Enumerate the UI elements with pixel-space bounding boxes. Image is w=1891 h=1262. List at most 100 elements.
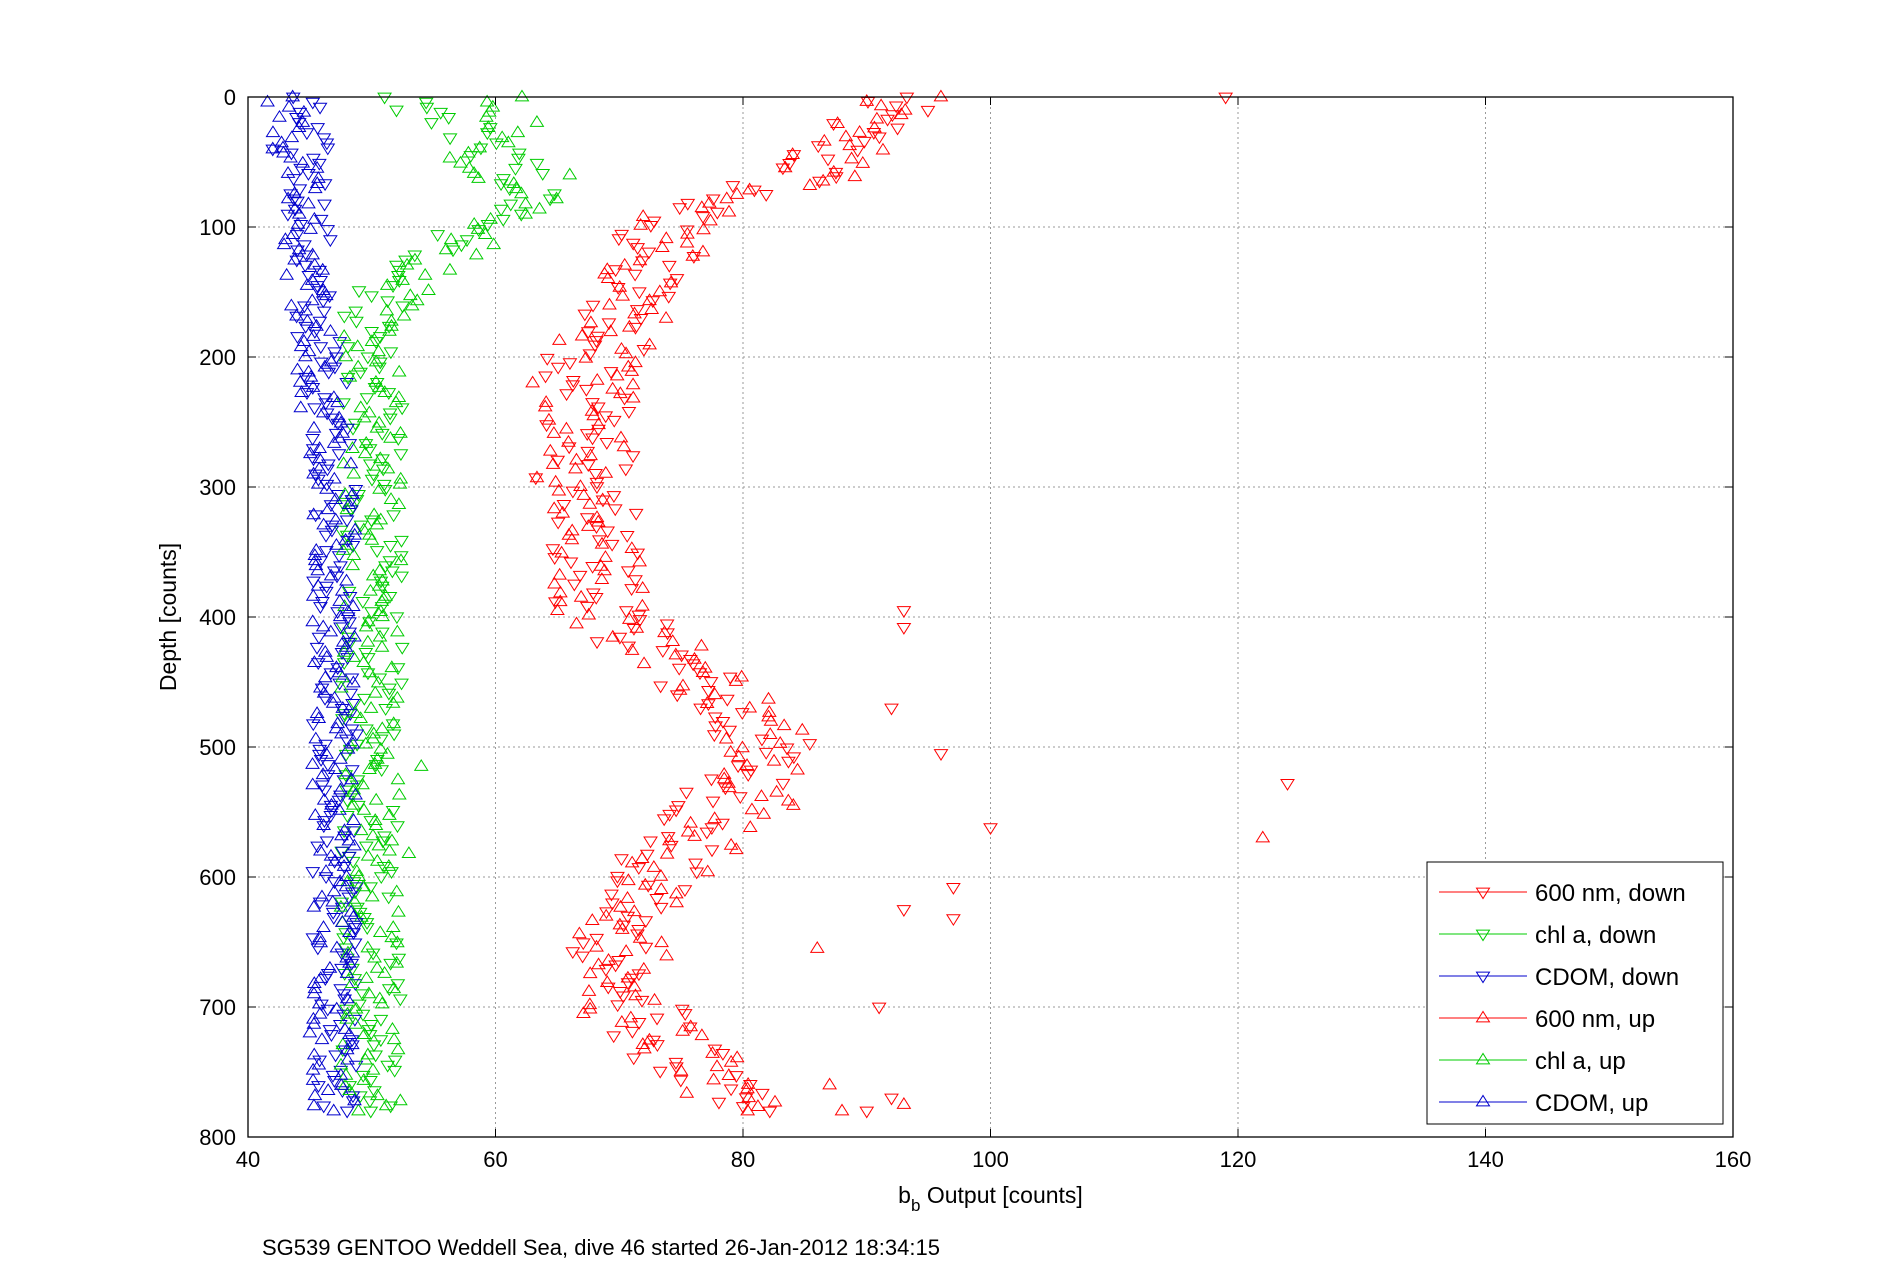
data-point (624, 364, 640, 376)
data-point (673, 1063, 689, 1076)
data-point (486, 237, 502, 250)
data-point (856, 136, 872, 149)
data-point (338, 879, 354, 892)
data-point (668, 886, 684, 899)
data-point (535, 169, 551, 181)
data-point (756, 806, 772, 819)
data-point (631, 287, 647, 300)
data-point (598, 465, 614, 478)
data-point (568, 461, 583, 474)
data-point (598, 964, 614, 977)
data-point (514, 89, 530, 102)
data-point (612, 386, 628, 399)
data-point (338, 532, 353, 545)
data-point (289, 311, 305, 324)
data-point (584, 403, 600, 416)
data-point (346, 813, 361, 825)
data-point (561, 434, 576, 447)
data-point (551, 483, 567, 496)
data-point (649, 894, 665, 906)
data-point (573, 479, 588, 492)
data-point (347, 1093, 362, 1106)
data-point (728, 842, 744, 855)
data-point (341, 851, 357, 864)
data-point (361, 405, 377, 418)
data-point (383, 958, 399, 971)
data-point (407, 252, 423, 265)
data-point (554, 545, 570, 558)
data-point (390, 821, 405, 834)
data-point (559, 389, 574, 402)
data-point (598, 550, 613, 562)
data-point (377, 92, 392, 105)
data-point (358, 436, 374, 448)
data-point (336, 398, 351, 411)
data-point (637, 877, 653, 890)
data-point (614, 1014, 630, 1027)
y-tick-label: 200 (199, 345, 236, 370)
data-point (330, 607, 346, 620)
data-point (345, 945, 361, 958)
data-point (625, 451, 641, 464)
data-point (769, 784, 785, 797)
data-point (373, 872, 389, 885)
data-point (665, 634, 681, 647)
data-point (442, 262, 458, 275)
data-point (291, 120, 307, 132)
data-point (360, 1047, 376, 1060)
data-point (636, 1041, 652, 1054)
data-point (762, 727, 778, 740)
data-point (790, 762, 805, 775)
data-point (580, 519, 596, 531)
data-point (766, 753, 782, 766)
data-point (590, 514, 606, 527)
data-point (325, 695, 341, 708)
data-point (294, 385, 309, 397)
data-point (885, 110, 900, 123)
data-point (628, 508, 644, 521)
data-point (816, 133, 832, 146)
data-point (313, 971, 329, 983)
data-point (421, 283, 436, 296)
data-point (658, 310, 674, 323)
data-point (632, 253, 648, 266)
data-point (358, 1052, 373, 1065)
data-point (363, 1076, 378, 1088)
data-point (365, 1062, 381, 1075)
data-point (355, 597, 371, 609)
data-point (316, 920, 331, 932)
data-point (360, 614, 376, 627)
data-point (328, 721, 344, 734)
data-point (594, 536, 610, 549)
data-point (711, 1097, 727, 1110)
data-point (347, 629, 362, 642)
data-point (401, 846, 417, 858)
data-point (589, 482, 605, 495)
data-point (364, 474, 380, 487)
data-point (612, 279, 628, 292)
data-point (317, 359, 333, 372)
data-point (287, 186, 302, 199)
data-point (668, 805, 684, 818)
data-point (589, 939, 604, 952)
data-point (635, 209, 651, 221)
data-point (631, 610, 647, 623)
data-point (393, 551, 409, 564)
data-point (383, 1101, 399, 1114)
data-point (310, 841, 326, 854)
data-point (378, 704, 394, 716)
data-point (382, 808, 397, 820)
data-point (652, 1066, 668, 1079)
data-point (775, 778, 791, 791)
data-point (896, 623, 912, 635)
data-point (573, 589, 589, 602)
data-point (547, 576, 562, 589)
data-point (620, 891, 635, 903)
data-point (320, 760, 336, 772)
data-point (754, 789, 769, 802)
data-point (281, 99, 297, 112)
data-point (306, 986, 322, 999)
data-point (603, 324, 619, 337)
data-point (349, 864, 365, 876)
data-point (646, 860, 662, 872)
